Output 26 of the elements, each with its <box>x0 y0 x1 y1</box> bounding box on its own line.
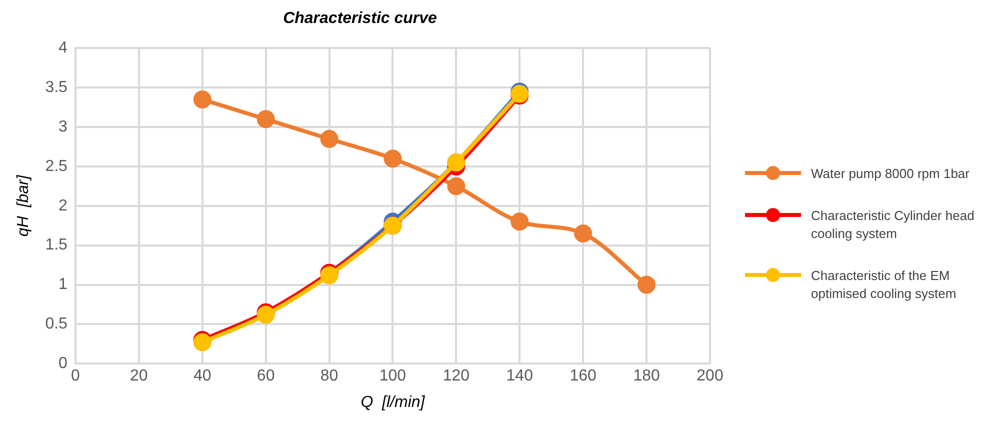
y-tick-label: 1.5 <box>45 236 68 254</box>
x-tick-label: 120 <box>442 368 470 385</box>
chart-title: Characteristic curve <box>283 10 438 28</box>
x-tick-label: 0 <box>70 368 80 385</box>
y-tick-label: 3.5 <box>45 79 68 96</box>
y-tick-label: 4 <box>58 40 68 57</box>
x-tick-label: 160 <box>570 368 597 385</box>
x-axis-title: Q [l/min] <box>360 394 426 411</box>
y-tick-label: 0 <box>58 355 68 372</box>
legend-label: Characteristic Cylinder head cooling system <box>811 207 976 243</box>
x-tick-label: 40 <box>193 368 212 385</box>
x-tick-label: 200 <box>696 368 724 385</box>
x-tick-label: 140 <box>506 368 534 385</box>
y-tick-label: 2.5 <box>45 158 68 175</box>
x-tick-label: 180 <box>633 368 660 385</box>
legend-label: Characteristic of the EM optimised cooling system <box>811 267 958 303</box>
y-tick-label: 2 <box>58 197 68 214</box>
x-tick-label: 80 <box>320 368 338 385</box>
y-tick-label: 0.5 <box>45 316 68 333</box>
x-tick-label: 60 <box>256 368 275 385</box>
legend-label: Water pump 8000 rpm 1bar <box>811 165 970 183</box>
y-tick-label: 3 <box>58 118 68 136</box>
y-tick-label: 1 <box>58 276 68 294</box>
x-tick-label: 20 <box>130 368 148 385</box>
y-axis-title: qH [bar] <box>15 174 32 237</box>
x-tick-label: 100 <box>379 368 406 385</box>
